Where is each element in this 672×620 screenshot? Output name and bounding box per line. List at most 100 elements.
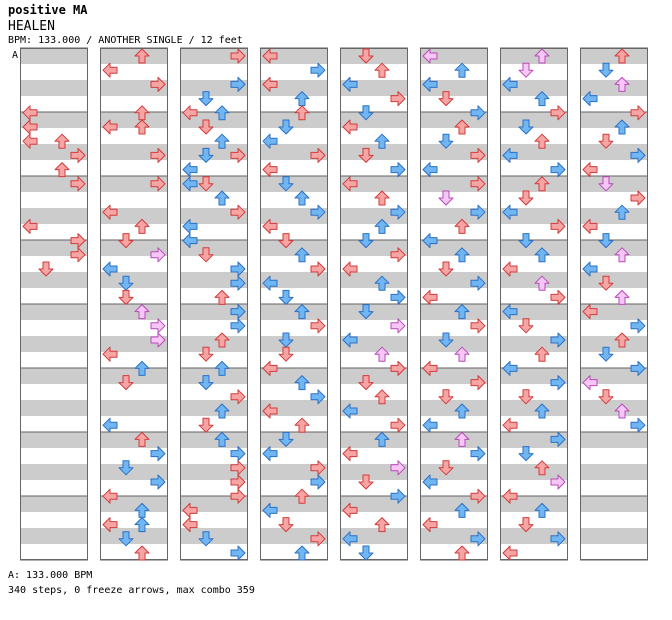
beat-stripe (580, 48, 648, 64)
step-arrow-down (118, 275, 134, 291)
step-arrow-right (550, 332, 566, 348)
step-arrow-up (534, 48, 550, 64)
step-arrow-up (134, 431, 150, 447)
chart-column (580, 47, 648, 561)
step-arrow-up (214, 360, 230, 376)
step-arrow-right (630, 360, 646, 376)
step-arrow-up (54, 133, 70, 149)
step-arrow-down (278, 233, 294, 249)
step-arrow-up (134, 360, 150, 376)
bpm-section-marker: A (12, 50, 18, 61)
beat-stripe (420, 304, 488, 320)
beat-stripe (340, 48, 408, 64)
beat-stripe (100, 48, 168, 64)
step-arrow-left (502, 417, 518, 433)
step-arrow-right (630, 318, 646, 334)
step-arrow-right (630, 105, 646, 121)
step-arrow-right (150, 318, 166, 334)
beat-stripe (580, 496, 648, 512)
step-arrow-up (374, 346, 390, 362)
step-arrow-left (22, 218, 38, 234)
beat-stripe (340, 176, 408, 192)
step-arrow-down (598, 133, 614, 149)
step-arrow-left (182, 233, 198, 249)
step-arrow-right (310, 204, 326, 220)
step-arrow-right (230, 389, 246, 405)
step-arrow-right (470, 176, 486, 192)
step-arrow-up (374, 218, 390, 234)
step-arrow-up (454, 403, 470, 419)
step-arrow-left (262, 446, 278, 462)
step-arrow-left (422, 417, 438, 433)
step-arrow-up (454, 545, 470, 561)
beat-stripe (500, 48, 568, 64)
step-arrow-down (358, 545, 374, 561)
beat-stripe (20, 80, 88, 96)
step-arrow-left (502, 488, 518, 504)
beat-stripe (100, 432, 168, 448)
step-arrow-down (438, 133, 454, 149)
step-arrow-left (422, 474, 438, 490)
step-arrow-down (518, 190, 534, 206)
step-arrow-up (294, 304, 310, 320)
step-arrow-left (422, 233, 438, 249)
step-arrow-down (278, 289, 294, 305)
step-arrow-up (454, 346, 470, 362)
beat-stripe (180, 432, 248, 448)
beat-stripe (20, 48, 88, 64)
beat-stripe (100, 528, 168, 544)
step-arrow-right (390, 488, 406, 504)
step-arrow-right (230, 474, 246, 490)
step-arrow-down (518, 517, 534, 533)
beat-stripe (260, 368, 328, 384)
step-arrow-up (214, 133, 230, 149)
step-arrow-right (630, 190, 646, 206)
beat-stripe (100, 272, 168, 288)
step-arrow-left (262, 76, 278, 92)
step-arrow-left (422, 360, 438, 376)
step-arrow-left (182, 162, 198, 178)
step-arrow-down (118, 233, 134, 249)
step-arrow-right (310, 474, 326, 490)
step-arrow-left (342, 332, 358, 348)
column-border (20, 48, 88, 560)
beat-stripe (20, 368, 88, 384)
step-arrow-right (390, 318, 406, 334)
step-arrow-down (278, 346, 294, 362)
beat-stripe (420, 336, 488, 352)
step-arrow-up (134, 48, 150, 64)
step-arrow-down (438, 389, 454, 405)
step-arrow-left (102, 204, 118, 220)
beat-stripe (340, 272, 408, 288)
beat-stripe (580, 400, 648, 416)
beat-stripe (580, 304, 648, 320)
column-border (100, 48, 168, 560)
step-arrow-up (134, 545, 150, 561)
beat-stripe (500, 304, 568, 320)
step-arrow-up (374, 62, 390, 78)
beat-stripe (20, 496, 88, 512)
step-arrow-left (102, 488, 118, 504)
beat-stripe (20, 304, 88, 320)
step-arrow-up (454, 502, 470, 518)
step-arrow-up (214, 190, 230, 206)
step-arrow-down (438, 91, 454, 107)
step-arrow-up (294, 488, 310, 504)
step-arrow-right (310, 460, 326, 476)
step-arrow-up (374, 275, 390, 291)
step-arrow-right (230, 304, 246, 320)
step-arrow-right (550, 474, 566, 490)
beat-stripe (580, 176, 648, 192)
step-arrow-up (374, 190, 390, 206)
step-arrow-down (518, 389, 534, 405)
beat-stripe (580, 240, 648, 256)
step-arrow-right (70, 233, 86, 249)
step-arrow-right (390, 247, 406, 263)
beat-stripe (500, 400, 568, 416)
step-arrow-right (230, 545, 246, 561)
step-arrow-down (198, 91, 214, 107)
step-arrow-right (230, 488, 246, 504)
beat-stripe (20, 272, 88, 288)
step-arrow-right (310, 62, 326, 78)
step-arrow-left (262, 275, 278, 291)
